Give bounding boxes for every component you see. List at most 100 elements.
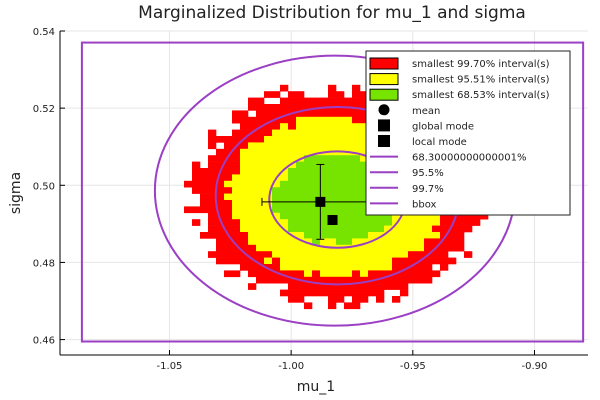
heatmap-cell <box>344 129 353 137</box>
heatmap-cell <box>288 174 297 182</box>
heatmap-cell <box>240 148 249 156</box>
heatmap-cell <box>232 110 241 118</box>
heatmap-cell <box>344 206 353 214</box>
heatmap-cell <box>200 187 209 194</box>
heatmap-cell <box>384 238 393 246</box>
heatmap-cell <box>360 244 369 252</box>
heatmap-cell <box>240 155 249 162</box>
heatmap-cell <box>296 283 305 290</box>
heatmap-cell <box>352 174 361 182</box>
heatmap-cell <box>272 161 281 169</box>
heatmap-cell <box>320 264 329 271</box>
heatmap-cell <box>304 264 313 271</box>
heatmap-cell <box>240 110 249 118</box>
heatmap-cell <box>296 91 305 98</box>
heatmap-cell <box>224 142 233 150</box>
heatmap-cell <box>360 193 369 201</box>
heatmap-cell <box>352 283 361 290</box>
heatmap-cell <box>272 244 281 252</box>
heatmap-cell <box>208 174 217 182</box>
heatmap-cell <box>248 219 257 226</box>
heatmap-cell <box>376 283 385 290</box>
heatmap-cell <box>328 283 337 290</box>
heatmap-cell <box>296 116 305 124</box>
heatmap-cell <box>280 251 289 258</box>
heatmap-cell <box>352 116 361 124</box>
heatmap-cell <box>304 168 313 175</box>
heatmap-cell <box>256 276 265 284</box>
heatmap-cell <box>408 257 417 265</box>
heatmap-cell <box>464 225 473 233</box>
heatmap-cell <box>328 251 337 258</box>
heatmap-cell <box>336 193 345 201</box>
heatmap-cell <box>280 97 289 105</box>
heatmap-cell <box>328 276 337 284</box>
heatmap-cell <box>408 244 417 252</box>
heatmap-cell <box>232 161 241 169</box>
heatmap-cell <box>264 161 273 169</box>
heatmap-cell <box>296 193 305 201</box>
heatmap-cell <box>280 244 289 252</box>
heatmap-cell <box>312 264 321 271</box>
heatmap-cell <box>320 225 329 233</box>
heatmap-cell <box>216 238 225 246</box>
heatmap-cell <box>304 161 313 169</box>
heatmap-cell <box>344 251 353 258</box>
heatmap-cell <box>392 219 401 226</box>
legend-label-3: mean <box>412 106 440 117</box>
heatmap-cell <box>384 276 393 284</box>
heatmap-cell <box>352 110 361 118</box>
heatmap-cell <box>344 180 353 188</box>
heatmap-cell <box>448 232 457 239</box>
heatmap-cell <box>360 200 369 207</box>
heatmap-cell <box>392 225 401 233</box>
heatmap-cell <box>432 270 441 278</box>
heatmap-cell <box>336 180 345 188</box>
x-tick-label-0: -1.05 <box>157 361 183 372</box>
heatmap-cell <box>200 174 209 182</box>
heatmap-cell <box>336 264 345 271</box>
heatmap-cell <box>192 161 201 169</box>
heatmap-cell <box>280 270 289 278</box>
heatmap-cell <box>296 232 305 239</box>
heatmap-cell <box>384 264 393 271</box>
heatmap-cell <box>264 251 273 258</box>
heatmap-cell <box>336 283 345 290</box>
heatmap-cell <box>288 180 297 188</box>
heatmap-cell <box>360 136 369 143</box>
heatmap-cell <box>424 238 433 246</box>
heatmap-cell <box>248 187 257 194</box>
heatmap-cell <box>272 212 281 220</box>
heatmap-cell <box>240 219 249 226</box>
heatmap-cell <box>224 174 233 182</box>
heatmap-cell <box>232 270 241 278</box>
heatmap-cell <box>320 155 329 162</box>
heatmap-cell <box>272 129 281 137</box>
heatmap-cell <box>400 270 409 278</box>
heatmap-cell <box>264 168 273 175</box>
heatmap-cell <box>264 155 273 162</box>
heatmap-cell <box>304 155 313 162</box>
heatmap-cell <box>312 238 321 246</box>
heatmap-cell <box>296 225 305 233</box>
heatmap-cell <box>400 225 409 233</box>
heatmap-cell <box>432 257 441 265</box>
heatmap-cell <box>360 142 369 150</box>
heatmap-cell <box>256 244 265 252</box>
heatmap-cell <box>304 270 313 278</box>
heatmap-cell <box>272 187 281 194</box>
heatmap-cell <box>352 302 361 310</box>
heatmap-cell <box>344 302 353 310</box>
heatmap-cell <box>264 244 273 252</box>
heatmap-cell <box>256 200 265 207</box>
heatmap-cell <box>352 136 361 143</box>
heatmap-cell <box>248 142 257 150</box>
heatmap-cell <box>352 123 361 130</box>
legend-label-1: smallest 95.51% interval(s) <box>412 75 550 86</box>
heatmap-cell <box>320 206 329 214</box>
heatmap-cell <box>408 276 417 284</box>
heatmap-cell <box>336 123 345 130</box>
heatmap-cell <box>408 238 417 246</box>
heatmap-cell <box>216 200 225 207</box>
heatmap-cell <box>240 123 249 130</box>
